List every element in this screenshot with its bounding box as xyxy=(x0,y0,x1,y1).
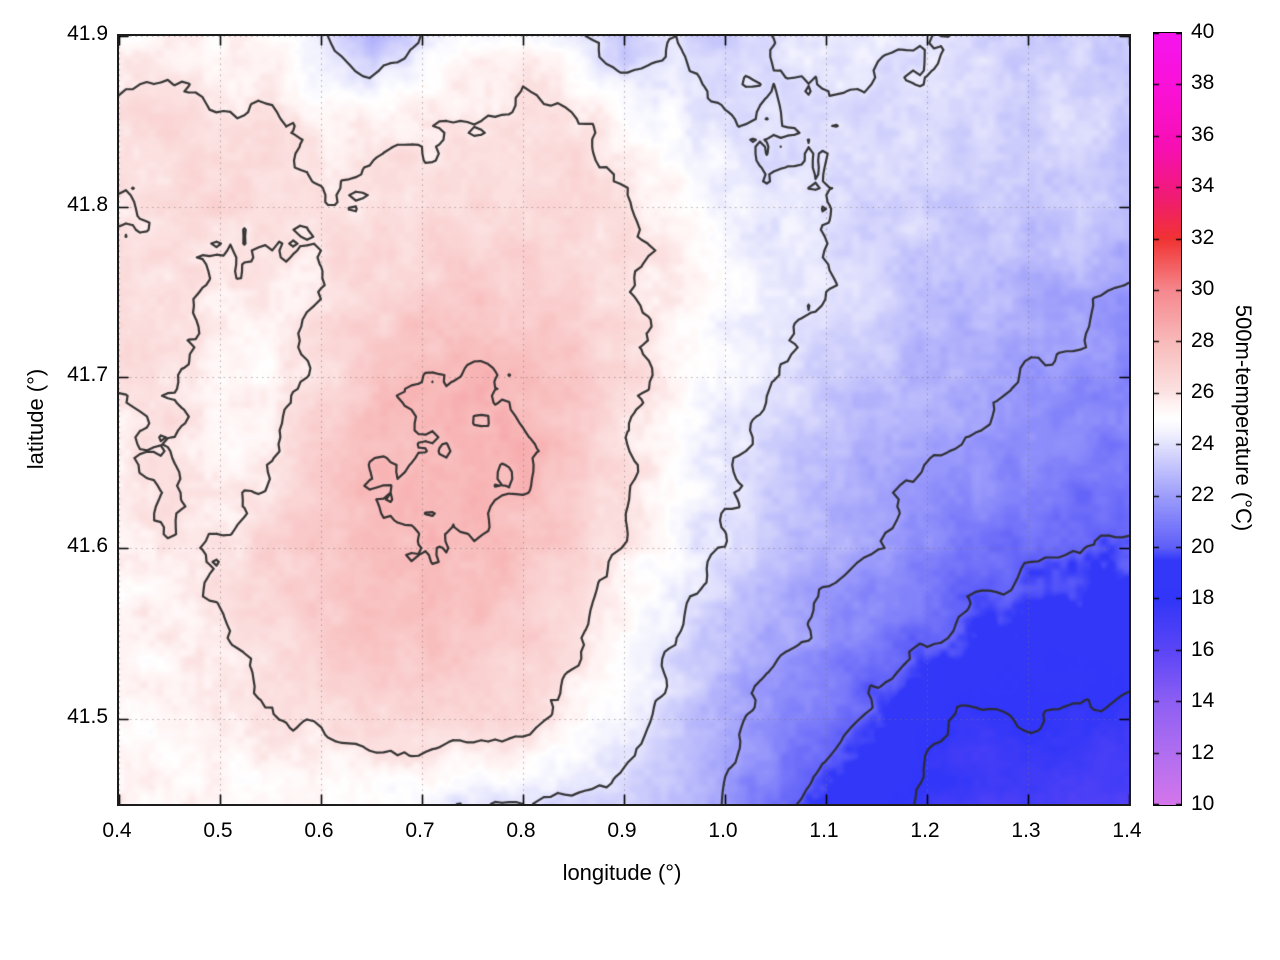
x-axis-label: longitude (°) xyxy=(562,860,682,885)
y-tick-label: 41.6 xyxy=(67,534,108,557)
colorbar-tick-label: 36 xyxy=(1191,122,1215,146)
x-tick-label: 0.8 xyxy=(506,819,536,842)
colorbar-tick-label: 30 xyxy=(1191,277,1215,301)
colorbar-tick-label: 38 xyxy=(1191,71,1215,95)
y-tick-label: 41.7 xyxy=(67,363,108,387)
colorbar-tick-label: 16 xyxy=(1191,637,1215,661)
colorbar-canvas xyxy=(1154,33,1181,805)
x-tick-label: 1.4 xyxy=(1112,819,1142,842)
colorbar-tick-label: 26 xyxy=(1191,380,1215,404)
x-tick-label: 1.2 xyxy=(910,819,940,842)
colorbar-tick-label: 28 xyxy=(1191,328,1215,352)
y-tick-label: 41.9 xyxy=(67,22,108,45)
y-tick-label: 41.5 xyxy=(67,704,108,728)
x-tick-label: 1.0 xyxy=(708,819,738,842)
colorbar-tick-label: 20 xyxy=(1191,534,1215,558)
colorbar-tick-label: 34 xyxy=(1191,174,1215,198)
colorbar-tick-label: 10 xyxy=(1191,792,1215,815)
colorbar-tick-label: 32 xyxy=(1191,225,1215,249)
colorbar xyxy=(1153,32,1182,806)
colorbar-tick-label: 18 xyxy=(1191,586,1215,610)
x-tick-label: 1.3 xyxy=(1011,819,1041,842)
contour-grid-canvas xyxy=(119,36,1129,804)
y-tick-label: 41.8 xyxy=(67,192,108,216)
colorbar-tick-label: 22 xyxy=(1191,483,1215,507)
x-tick-label: 0.4 xyxy=(102,819,132,842)
plot-area xyxy=(117,34,1131,806)
x-tick-label: 0.5 xyxy=(203,819,233,842)
colorbar-tick-label: 40 xyxy=(1191,20,1215,43)
x-tick-label: 0.7 xyxy=(405,819,435,842)
colorbar-tick-label: 14 xyxy=(1191,689,1215,713)
colorbar-tick-label: 12 xyxy=(1191,740,1215,764)
x-tick-label: 1.1 xyxy=(809,819,839,842)
x-tick-label: 0.9 xyxy=(607,819,637,842)
colorbar-tick-label: 24 xyxy=(1191,431,1215,455)
x-tick-label: 0.6 xyxy=(304,819,334,842)
